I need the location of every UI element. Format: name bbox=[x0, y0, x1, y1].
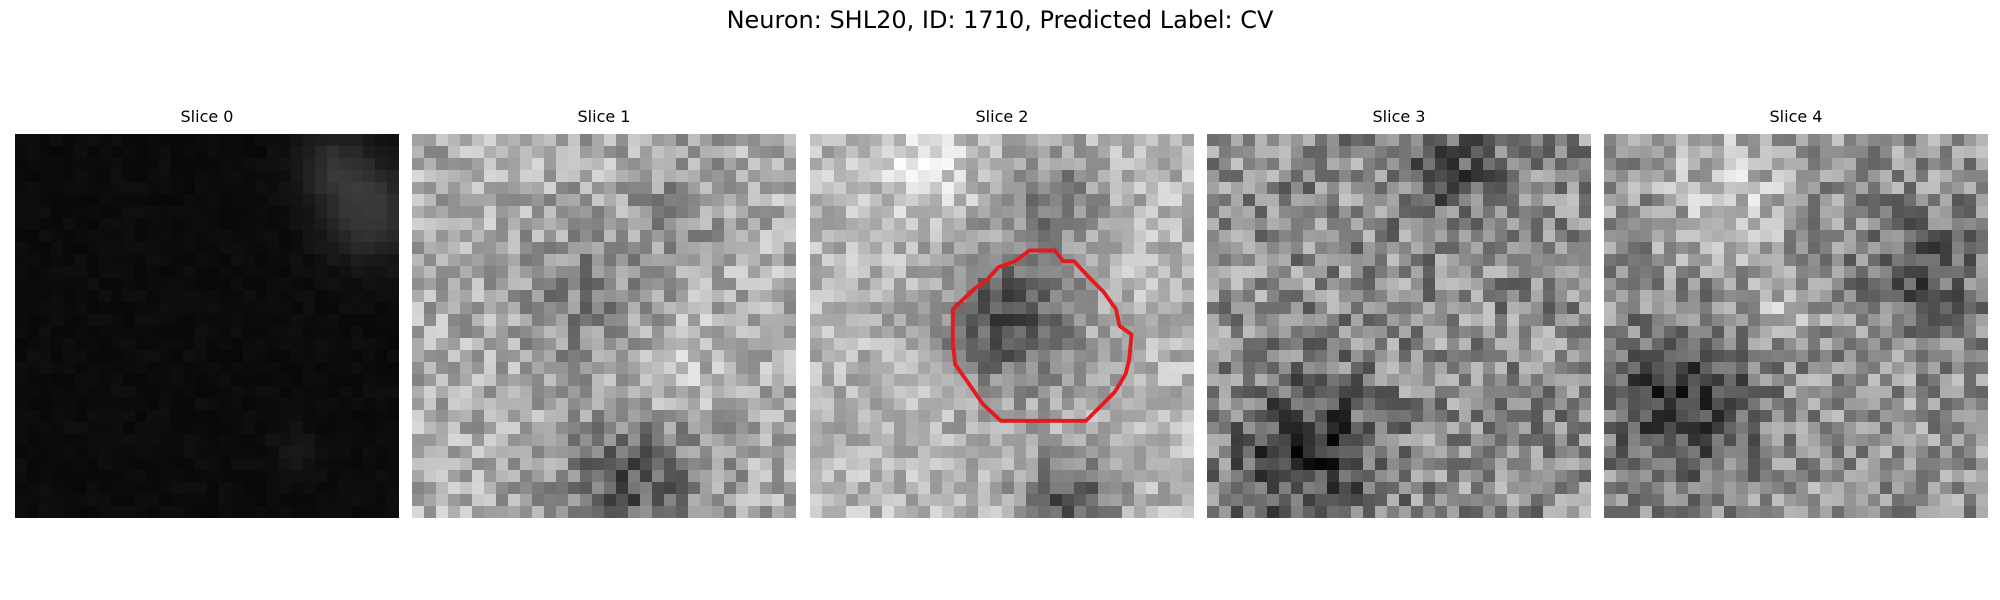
roi-contour bbox=[950, 248, 1134, 423]
slice-panel-0: Slice 0 bbox=[15, 106, 399, 518]
slice-panel-3: Slice 3 bbox=[1207, 106, 1591, 518]
slice-pixels-0 bbox=[15, 134, 399, 518]
slice-image-0 bbox=[15, 134, 399, 518]
slice-title-4: Slice 4 bbox=[1769, 107, 1823, 126]
slice-image-4 bbox=[1604, 134, 1988, 518]
slice-pixels-2 bbox=[810, 134, 1194, 518]
slice-image-2 bbox=[810, 134, 1194, 518]
slice-title-2: Slice 2 bbox=[975, 107, 1029, 126]
slice-panel-4: Slice 4 bbox=[1604, 106, 1988, 518]
slice-pixels-3 bbox=[1207, 134, 1591, 518]
slice-title-3: Slice 3 bbox=[1372, 107, 1426, 126]
slice-pixels-4 bbox=[1604, 134, 1988, 518]
figure-title: Neuron: SHL20, ID: 1710, Predicted Label… bbox=[726, 6, 1274, 34]
slice-panel-2: Slice 2 bbox=[810, 106, 1194, 518]
slice-panel-1: Slice 1 bbox=[412, 106, 796, 518]
slice-image-1 bbox=[412, 134, 796, 518]
slice-title-0: Slice 0 bbox=[180, 107, 234, 126]
slice-title-1: Slice 1 bbox=[577, 107, 631, 126]
slice-image-3 bbox=[1207, 134, 1591, 518]
slice-pixels-1 bbox=[412, 134, 796, 518]
